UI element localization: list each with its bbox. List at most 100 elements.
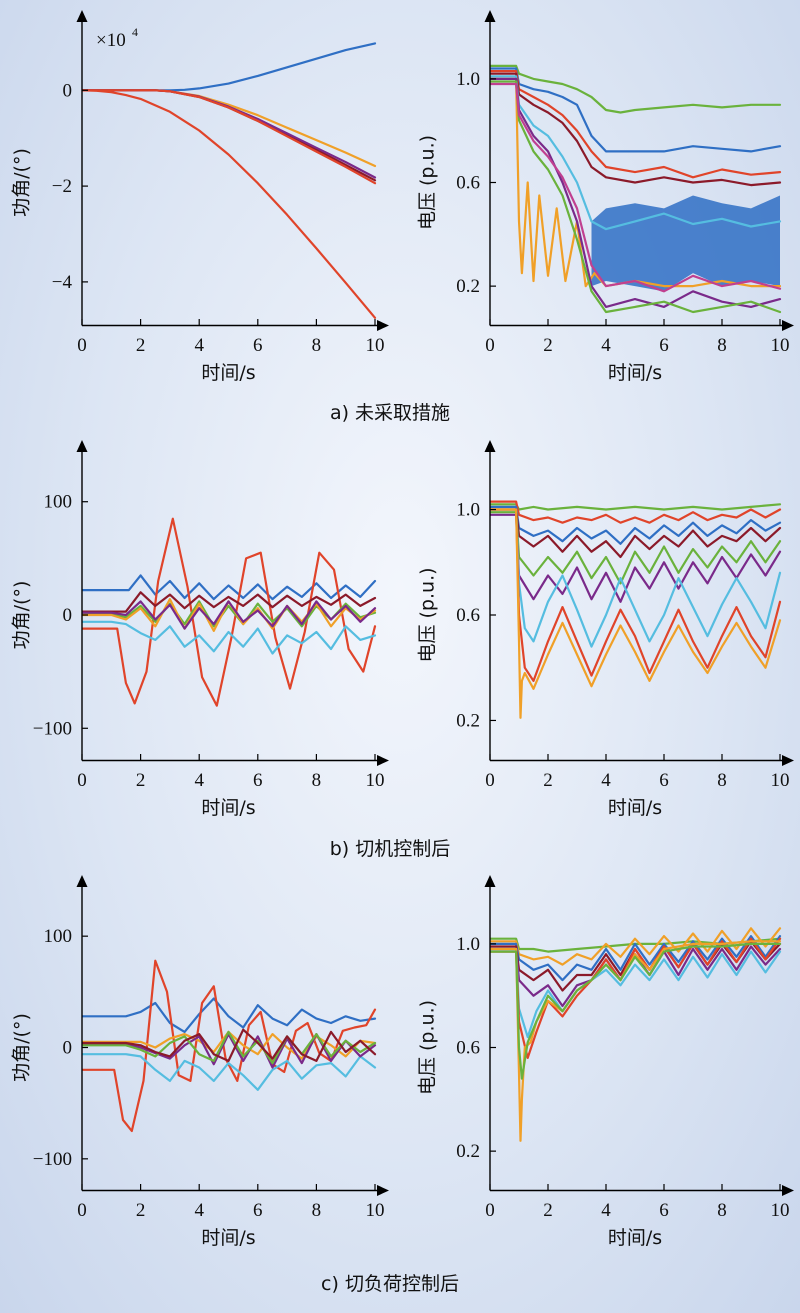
x-tick-label: 6 [253,335,263,356]
x-tick-label: 0 [485,335,495,356]
x-tick-label: 2 [543,335,553,356]
plot-area [82,517,377,707]
y-tick-label: 0 [63,605,73,626]
y-tick-label: 0.6 [456,605,480,626]
series-line-3 [490,505,782,545]
y-tick-label: 1.0 [456,934,480,955]
y-tick-label: 0 [63,1038,73,1059]
caption-b: b) 切机控制后 [330,838,451,860]
x-tick-label: 2 [136,335,146,356]
series-line-7 [490,937,782,1059]
x-tick-label: 10 [771,770,790,791]
series-line-7 [490,77,782,308]
x-tick-label: 2 [136,1200,146,1221]
series-line-2 [82,517,377,707]
x-axis-arrow [377,1185,389,1196]
y-axis-arrow [484,10,496,22]
x-axis-arrow [782,1185,794,1196]
panel-a-angle: 0 2 4 6 8 10 0 −2 −4 时间/s 功角/(°) ×10 4 [11,10,389,384]
series-line-4 [82,1053,377,1091]
x-tick-label: 2 [543,770,553,791]
y-tick-label: −100 [33,1149,72,1170]
y-tick-label: 0.6 [456,173,480,194]
series-line-7 [82,1028,377,1062]
y-scale-exponent: 4 [132,25,138,39]
x-axis-arrow [782,755,794,766]
y-tick-label: 0.2 [456,1141,480,1162]
y-axis-arrow [76,10,88,22]
x-tick-label: 8 [717,770,727,791]
x-axis-arrow [377,320,389,331]
series-band [591,195,780,292]
y-tick-label: 0.6 [456,1038,480,1059]
series-line-4 [82,620,377,655]
x-axis-label: 时间/s [201,797,255,819]
series-line-8 [490,80,782,314]
series-line-4 [490,72,782,187]
series-line-6 [490,75,782,231]
y-axis-label: 功角/(°) [11,1013,33,1082]
series-line-3 [82,1030,377,1060]
x-tick-label: 4 [601,1200,611,1221]
y-tick-label: 1.0 [456,69,480,90]
x-tick-label: 8 [312,770,322,791]
series-line-3 [490,70,782,179]
y-axis-arrow [484,440,496,452]
x-axis-label: 时间/s [608,797,662,819]
y-tick-label: 0.2 [456,276,480,297]
x-tick-label: 0 [77,335,87,356]
x-axis-arrow [377,755,389,766]
series-line-2 [490,500,782,524]
series-line-4 [82,89,377,179]
y-scale-label: ×10 [96,30,126,51]
caption-a: a) 未采取措施 [330,402,450,424]
panel-c-angle: 0 2 4 6 8 10 100 0 −100 时间/s 功角/(°) [11,875,389,1249]
x-tick-label: 4 [194,770,204,791]
x-tick-label: 0 [77,770,87,791]
x-tick-label: 4 [601,335,611,356]
x-tick-label: 0 [77,1200,87,1221]
x-tick-label: 0 [485,1200,495,1221]
series-line-1 [82,42,377,92]
y-tick-label: 100 [44,492,73,513]
series-line-6 [82,89,377,319]
y-tick-label: 0.2 [456,710,480,731]
series-line-9 [490,508,782,719]
y-tick-label: 100 [44,926,73,947]
x-tick-label: 4 [194,1200,204,1221]
y-axis-label: 电压 (p.u.) [417,135,439,230]
panel-c-voltage: 0 2 4 6 8 10 1.0 0.6 0.2 时间/s 电压 (p.u.) [417,875,794,1249]
series-line-7 [490,508,782,648]
x-tick-label: 8 [717,335,727,356]
series-line-9 [490,942,782,1080]
x-tick-label: 2 [543,1200,553,1221]
y-axis-label: 功角/(°) [11,581,33,650]
x-tick-label: 10 [771,335,790,356]
x-axis-label: 时间/s [608,362,662,384]
series-line-2 [490,927,782,966]
series-line-1 [82,997,377,1033]
plot-area [82,959,377,1133]
series-line-3 [82,591,377,613]
series-line-9 [490,82,782,293]
y-tick-label: 0 [63,80,73,101]
x-tick-label: 6 [659,335,669,356]
x-axis-label: 时间/s [201,1227,255,1249]
series-line-5 [490,77,782,288]
x-tick-label: 6 [659,1200,669,1221]
series-line-3 [490,935,782,982]
y-axis-arrow [484,875,496,887]
x-tick-label: 6 [253,770,263,791]
series-line-7 [82,600,377,630]
y-tick-label: −100 [33,718,72,739]
x-tick-label: 10 [366,770,385,791]
series-line-1 [82,574,377,601]
series-line-1 [490,503,782,511]
x-tick-label: 4 [601,770,611,791]
y-tick-label: −4 [52,272,73,293]
y-axis-label: 功角/(°) [11,148,33,217]
series-line-4 [490,508,782,559]
x-axis-arrow [782,320,794,331]
x-tick-label: 0 [485,770,495,791]
